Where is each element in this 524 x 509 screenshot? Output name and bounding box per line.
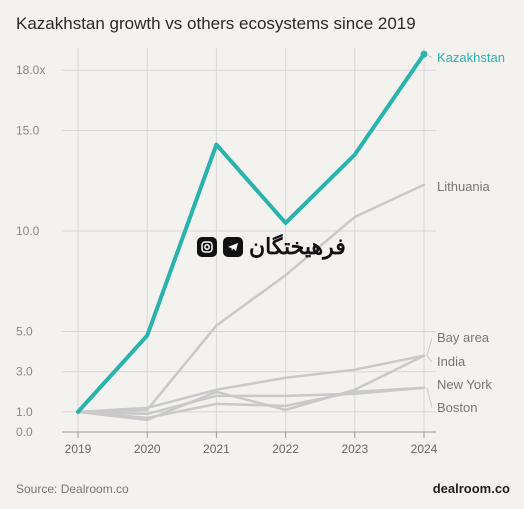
watermark: فرهیختگان — [197, 234, 346, 260]
chart-title: Kazakhstan growth vs others ecosystems s… — [16, 14, 416, 33]
label-leader-line — [426, 387, 433, 409]
x-tick-label: 2019 — [65, 442, 92, 456]
telegram-icon — [223, 237, 243, 257]
series-end-point — [420, 50, 428, 58]
watermark-text: فرهیختگان — [249, 234, 346, 260]
series-label-kazakhstan: Kazakhstan — [437, 50, 505, 65]
series-label-lithuania: Lithuania — [437, 179, 491, 194]
label-leader-line — [426, 337, 433, 356]
series-line-boston — [76, 386, 426, 420]
series-line-india — [76, 354, 426, 422]
series-line-new-york — [76, 386, 426, 416]
y-tick-label: 0.0 — [16, 425, 33, 439]
source-note: Source: Dealroom.co — [16, 482, 129, 496]
series-label-boston: Boston — [437, 400, 477, 415]
y-tick-label: 3.0 — [16, 365, 33, 379]
x-tick-label: 2021 — [203, 442, 230, 456]
instagram-icon — [197, 237, 217, 257]
y-tick-label: 10.0 — [16, 224, 40, 238]
series-line-bay-area — [76, 354, 426, 414]
series-label-new-york: New York — [437, 377, 492, 392]
x-tick-label: 2022 — [272, 442, 299, 456]
series-line-lithuania — [76, 183, 426, 414]
series-label-india: India — [437, 354, 466, 369]
label-leader-line — [426, 53, 433, 59]
x-tick-label: 2023 — [341, 442, 368, 456]
y-tick-label: 18.0x — [16, 63, 45, 77]
y-tick-label: 5.0 — [16, 325, 33, 339]
label-leader-line — [426, 355, 433, 363]
x-tick-label: 2020 — [134, 442, 161, 456]
x-tick-label: 2024 — [411, 442, 438, 456]
brand-logo: dealroom.co — [432, 481, 510, 496]
y-tick-label: 1.0 — [16, 405, 33, 419]
series-label-bay-area: Bay area — [437, 330, 490, 345]
series-line-kazakhstan — [76, 52, 426, 414]
y-tick-label: 15.0 — [16, 124, 40, 138]
